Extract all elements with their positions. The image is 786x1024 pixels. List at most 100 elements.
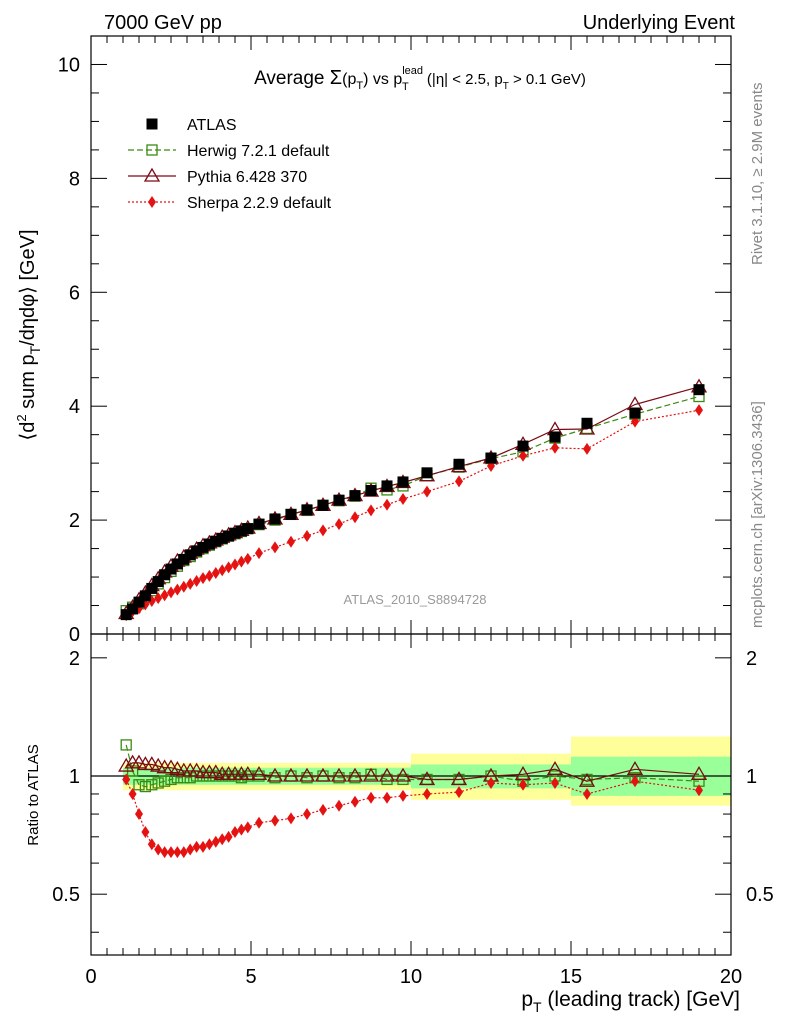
main-sherpa-point xyxy=(455,475,463,488)
ratio-sherpa-point xyxy=(218,833,227,846)
main-y-tick-label: 0 xyxy=(69,624,80,646)
ratio-sherpa-point xyxy=(287,812,295,825)
ratio-herwig-point xyxy=(235,772,248,784)
ratio-sherpa-point xyxy=(128,787,137,800)
main-sherpa-point xyxy=(199,572,207,585)
title-sigma-arg-close: ) xyxy=(363,71,368,88)
main-atlas-point xyxy=(333,494,345,506)
ratio-sherpa-point xyxy=(179,846,188,859)
main-atlas-point xyxy=(216,532,228,544)
main-y-tick-label: 6 xyxy=(69,282,80,304)
ratio-sherpa-point xyxy=(192,840,201,853)
main-sherpa-point xyxy=(519,449,527,462)
main-sherpa-point xyxy=(211,567,220,580)
ratio-sherpa-point xyxy=(231,826,239,839)
main-sherpa-point xyxy=(631,415,639,428)
ylabel-sub: T xyxy=(27,345,43,354)
main-series-layer xyxy=(118,378,708,622)
main-sherpa-point xyxy=(367,504,375,517)
ratio-y-tick-label-right: 2 xyxy=(746,648,757,670)
ratio-sherpa-point xyxy=(135,808,143,821)
main-atlas-point xyxy=(301,504,313,516)
main-atlas-point xyxy=(159,569,171,581)
ratio-herwig-point xyxy=(158,775,171,787)
main-atlas-point xyxy=(191,545,203,557)
ratio-sherpa-point xyxy=(487,776,495,789)
x-tick-label: 15 xyxy=(560,966,582,988)
ratio-sherpa-point xyxy=(519,778,527,791)
legend-label: ATLAS xyxy=(187,117,237,134)
ratio-herwig-point xyxy=(146,779,158,791)
main-axes: 0 2 4 6 8 10 xyxy=(58,35,732,646)
main-atlas-point xyxy=(146,582,158,594)
ratio-sherpa-point xyxy=(271,814,279,827)
main-atlas-point xyxy=(127,603,139,615)
mcplots-label: mcplots.cern.ch [arXiv:1306.3436] xyxy=(749,401,766,628)
legend-marker xyxy=(146,118,158,130)
ratio-sherpa-point xyxy=(335,799,343,812)
main-atlas-point xyxy=(223,530,235,542)
ylabel-close: /dηdφ⟩ [GeV] xyxy=(17,229,39,345)
ratio-pythia-point xyxy=(546,761,564,775)
main-atlas-point xyxy=(152,576,164,588)
title-sigma: Σ xyxy=(330,67,342,89)
header-right: Underlying Event xyxy=(583,12,736,34)
main-herwig-line xyxy=(125,395,700,612)
main-atlas-point xyxy=(242,523,254,535)
main-atlas-point xyxy=(693,384,705,396)
main-sherpa-point xyxy=(167,586,175,599)
main-ylabel: ⟨d2 sum pT/dηdφ⟩ [GeV] xyxy=(14,229,43,440)
main-sherpa-point xyxy=(243,552,252,565)
ratio-sherpa-point xyxy=(423,787,431,800)
ylabel-sup: 2 xyxy=(14,414,29,421)
ratio-y-tick-label: 1 xyxy=(69,766,80,788)
main-y-tick-label: 8 xyxy=(69,168,80,190)
ratio-sherpa-point xyxy=(551,776,559,789)
ratio-sherpa-point xyxy=(186,843,195,856)
ratio-sherpa-point xyxy=(383,791,391,804)
main-atlas-point xyxy=(365,484,377,496)
ratio-sherpa-point xyxy=(154,843,163,856)
ratio-herwig-point xyxy=(133,779,145,791)
ratio-pythia-point xyxy=(118,757,135,772)
main-atlas-point xyxy=(229,527,241,539)
main-sherpa-line xyxy=(125,409,700,616)
xlabel-rest: (leading track) [GeV] xyxy=(542,988,740,1011)
main-atlas-point xyxy=(165,563,177,575)
main-atlas-point xyxy=(581,417,593,429)
main-sherpa-point xyxy=(231,558,239,571)
main-sherpa-point xyxy=(271,541,279,554)
ratio-herwig-point xyxy=(210,770,222,782)
main-atlas-point xyxy=(235,525,247,537)
title-sigma-arg-open: (p xyxy=(342,71,356,88)
main-sherpa-point xyxy=(224,561,233,574)
ratio-y-tick-label-right: 0.5 xyxy=(746,884,774,906)
main-sherpa-point xyxy=(179,580,188,593)
title-cut-close: > 0.1 GeV) xyxy=(509,71,586,88)
ratio-herwig-point xyxy=(120,739,132,751)
ratio-pythia-point xyxy=(362,767,380,782)
main-sherpa-point xyxy=(205,569,214,582)
main-sherpa-point xyxy=(423,485,431,498)
ratio-pythia-point xyxy=(239,766,256,780)
ratio-sherpa-point xyxy=(199,840,207,853)
ratio-pythia-point xyxy=(690,766,708,780)
ratio-pythia-point xyxy=(578,772,596,787)
main-sherpa-point xyxy=(186,577,195,590)
main-sherpa-point xyxy=(319,524,327,537)
main-atlas-point xyxy=(397,476,409,488)
ratio-sherpa-point xyxy=(455,786,463,799)
legend-marker xyxy=(148,196,156,208)
legend-label: Herwig 7.2.1 default xyxy=(187,143,330,160)
main-sherpa-point xyxy=(551,441,559,454)
ratio-pythia-point xyxy=(266,767,284,782)
legend: ATLAS Herwig 7.2.1 default Pythia 6.428 37… xyxy=(128,117,332,212)
main-atlas-point xyxy=(517,440,529,452)
main-sherpa-point xyxy=(160,589,169,602)
main-atlas-point xyxy=(285,508,297,520)
ratio-pythia-point xyxy=(330,767,348,782)
main-title: Average Σ(pT) vs plead T (|η| < 2.5, pT >… xyxy=(254,65,586,93)
main-atlas-point xyxy=(317,499,329,511)
main-atlas-point xyxy=(133,596,145,608)
